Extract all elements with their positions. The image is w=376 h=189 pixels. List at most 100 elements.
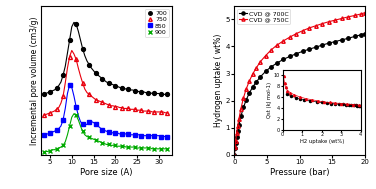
900 <box>41 151 46 153</box>
CVD @ 750C <box>274 44 279 46</box>
700 <box>87 63 91 66</box>
700 <box>48 91 52 93</box>
Y-axis label: Incremental pore volume (cm3/g): Incremental pore volume (cm3/g) <box>30 16 39 145</box>
Line: 850: 850 <box>42 83 169 139</box>
CVD @ 700C <box>362 33 367 35</box>
850 <box>48 132 52 134</box>
750 <box>74 58 78 60</box>
CVD @ 700C <box>274 62 279 64</box>
CVD @ 750C <box>244 88 248 90</box>
CVD @ 750C <box>307 27 312 29</box>
CVD @ 700C <box>320 44 324 46</box>
Line: 700: 700 <box>42 22 169 96</box>
900 <box>159 148 163 150</box>
CVD @ 750C <box>263 54 268 57</box>
CVD @ 700C <box>244 99 248 101</box>
CVD @ 750C <box>239 108 243 110</box>
Legend: 700, 750, 850, 900: 700, 750, 850, 900 <box>145 9 168 37</box>
750 <box>165 112 170 114</box>
CVD @ 700C <box>250 86 255 88</box>
900 <box>48 149 52 152</box>
CVD @ 700C <box>233 147 237 149</box>
750 <box>67 56 72 58</box>
CVD @ 750C <box>314 25 318 27</box>
900 <box>133 146 137 148</box>
850 <box>139 135 144 137</box>
CVD @ 700C <box>263 70 268 73</box>
850 <box>41 134 46 136</box>
750 <box>41 114 46 117</box>
850 <box>100 128 105 131</box>
CVD @ 750C <box>281 40 285 42</box>
CVD @ 750C <box>333 19 338 21</box>
700 <box>80 48 85 50</box>
750 <box>87 93 91 95</box>
CVD @ 750C <box>235 125 240 128</box>
CVD @ 750C <box>300 29 305 32</box>
CVD @ 750C <box>340 17 344 20</box>
X-axis label: Pore size (A): Pore size (A) <box>80 168 133 177</box>
CVD @ 700C <box>258 76 263 78</box>
850 <box>159 135 163 138</box>
850 <box>61 119 65 121</box>
CVD @ 750C <box>320 22 324 25</box>
CVD @ 750C <box>362 12 367 14</box>
Line: CVD @ 700C: CVD @ 700C <box>233 32 367 157</box>
CVD @ 700C <box>346 37 351 39</box>
900 <box>67 125 72 127</box>
850 <box>120 133 124 135</box>
850 <box>93 123 98 125</box>
CVD @ 750C <box>254 66 259 69</box>
CVD @ 700C <box>288 55 292 58</box>
750 <box>48 112 52 114</box>
700 <box>120 87 124 89</box>
CVD @ 750C <box>359 13 364 15</box>
750 <box>159 111 163 113</box>
CVD @ 700C <box>281 58 285 60</box>
700 <box>93 72 98 74</box>
CVD @ 750C <box>232 154 237 156</box>
850 <box>146 135 150 137</box>
900 <box>100 142 105 144</box>
750 <box>152 111 157 113</box>
Line: CVD @ 750C: CVD @ 750C <box>233 11 367 157</box>
750 <box>54 108 59 110</box>
Line: 900: 900 <box>42 114 169 154</box>
900 <box>120 145 124 147</box>
CVD @ 750C <box>233 146 237 149</box>
CVD @ 750C <box>268 49 273 51</box>
750 <box>126 107 130 110</box>
CVD @ 750C <box>250 73 255 75</box>
900 <box>54 148 59 150</box>
CVD @ 750C <box>327 21 331 23</box>
700 <box>67 39 72 41</box>
CVD @ 700C <box>237 124 241 126</box>
700 <box>41 93 46 95</box>
CVD @ 700C <box>353 35 357 37</box>
CVD @ 700C <box>241 106 246 109</box>
850 <box>106 131 111 133</box>
750 <box>61 95 65 97</box>
CVD @ 750C <box>247 80 252 82</box>
700 <box>54 87 59 89</box>
CVD @ 750C <box>353 14 357 17</box>
900 <box>152 148 157 150</box>
CVD @ 700C <box>314 46 318 48</box>
CVD @ 700C <box>268 66 273 68</box>
750 <box>113 105 118 108</box>
CVD @ 750C <box>234 132 239 134</box>
900 <box>87 136 91 139</box>
CVD @ 700C <box>333 40 338 43</box>
850 <box>165 135 170 138</box>
850 <box>80 123 85 125</box>
CVD @ 700C <box>232 154 237 156</box>
850 <box>54 129 59 132</box>
850 <box>152 135 157 137</box>
CVD @ 750C <box>288 36 292 38</box>
750 <box>120 106 124 109</box>
850 <box>113 132 118 134</box>
750 <box>106 104 111 106</box>
750 <box>139 109 144 111</box>
900 <box>146 147 150 149</box>
900 <box>61 144 65 146</box>
